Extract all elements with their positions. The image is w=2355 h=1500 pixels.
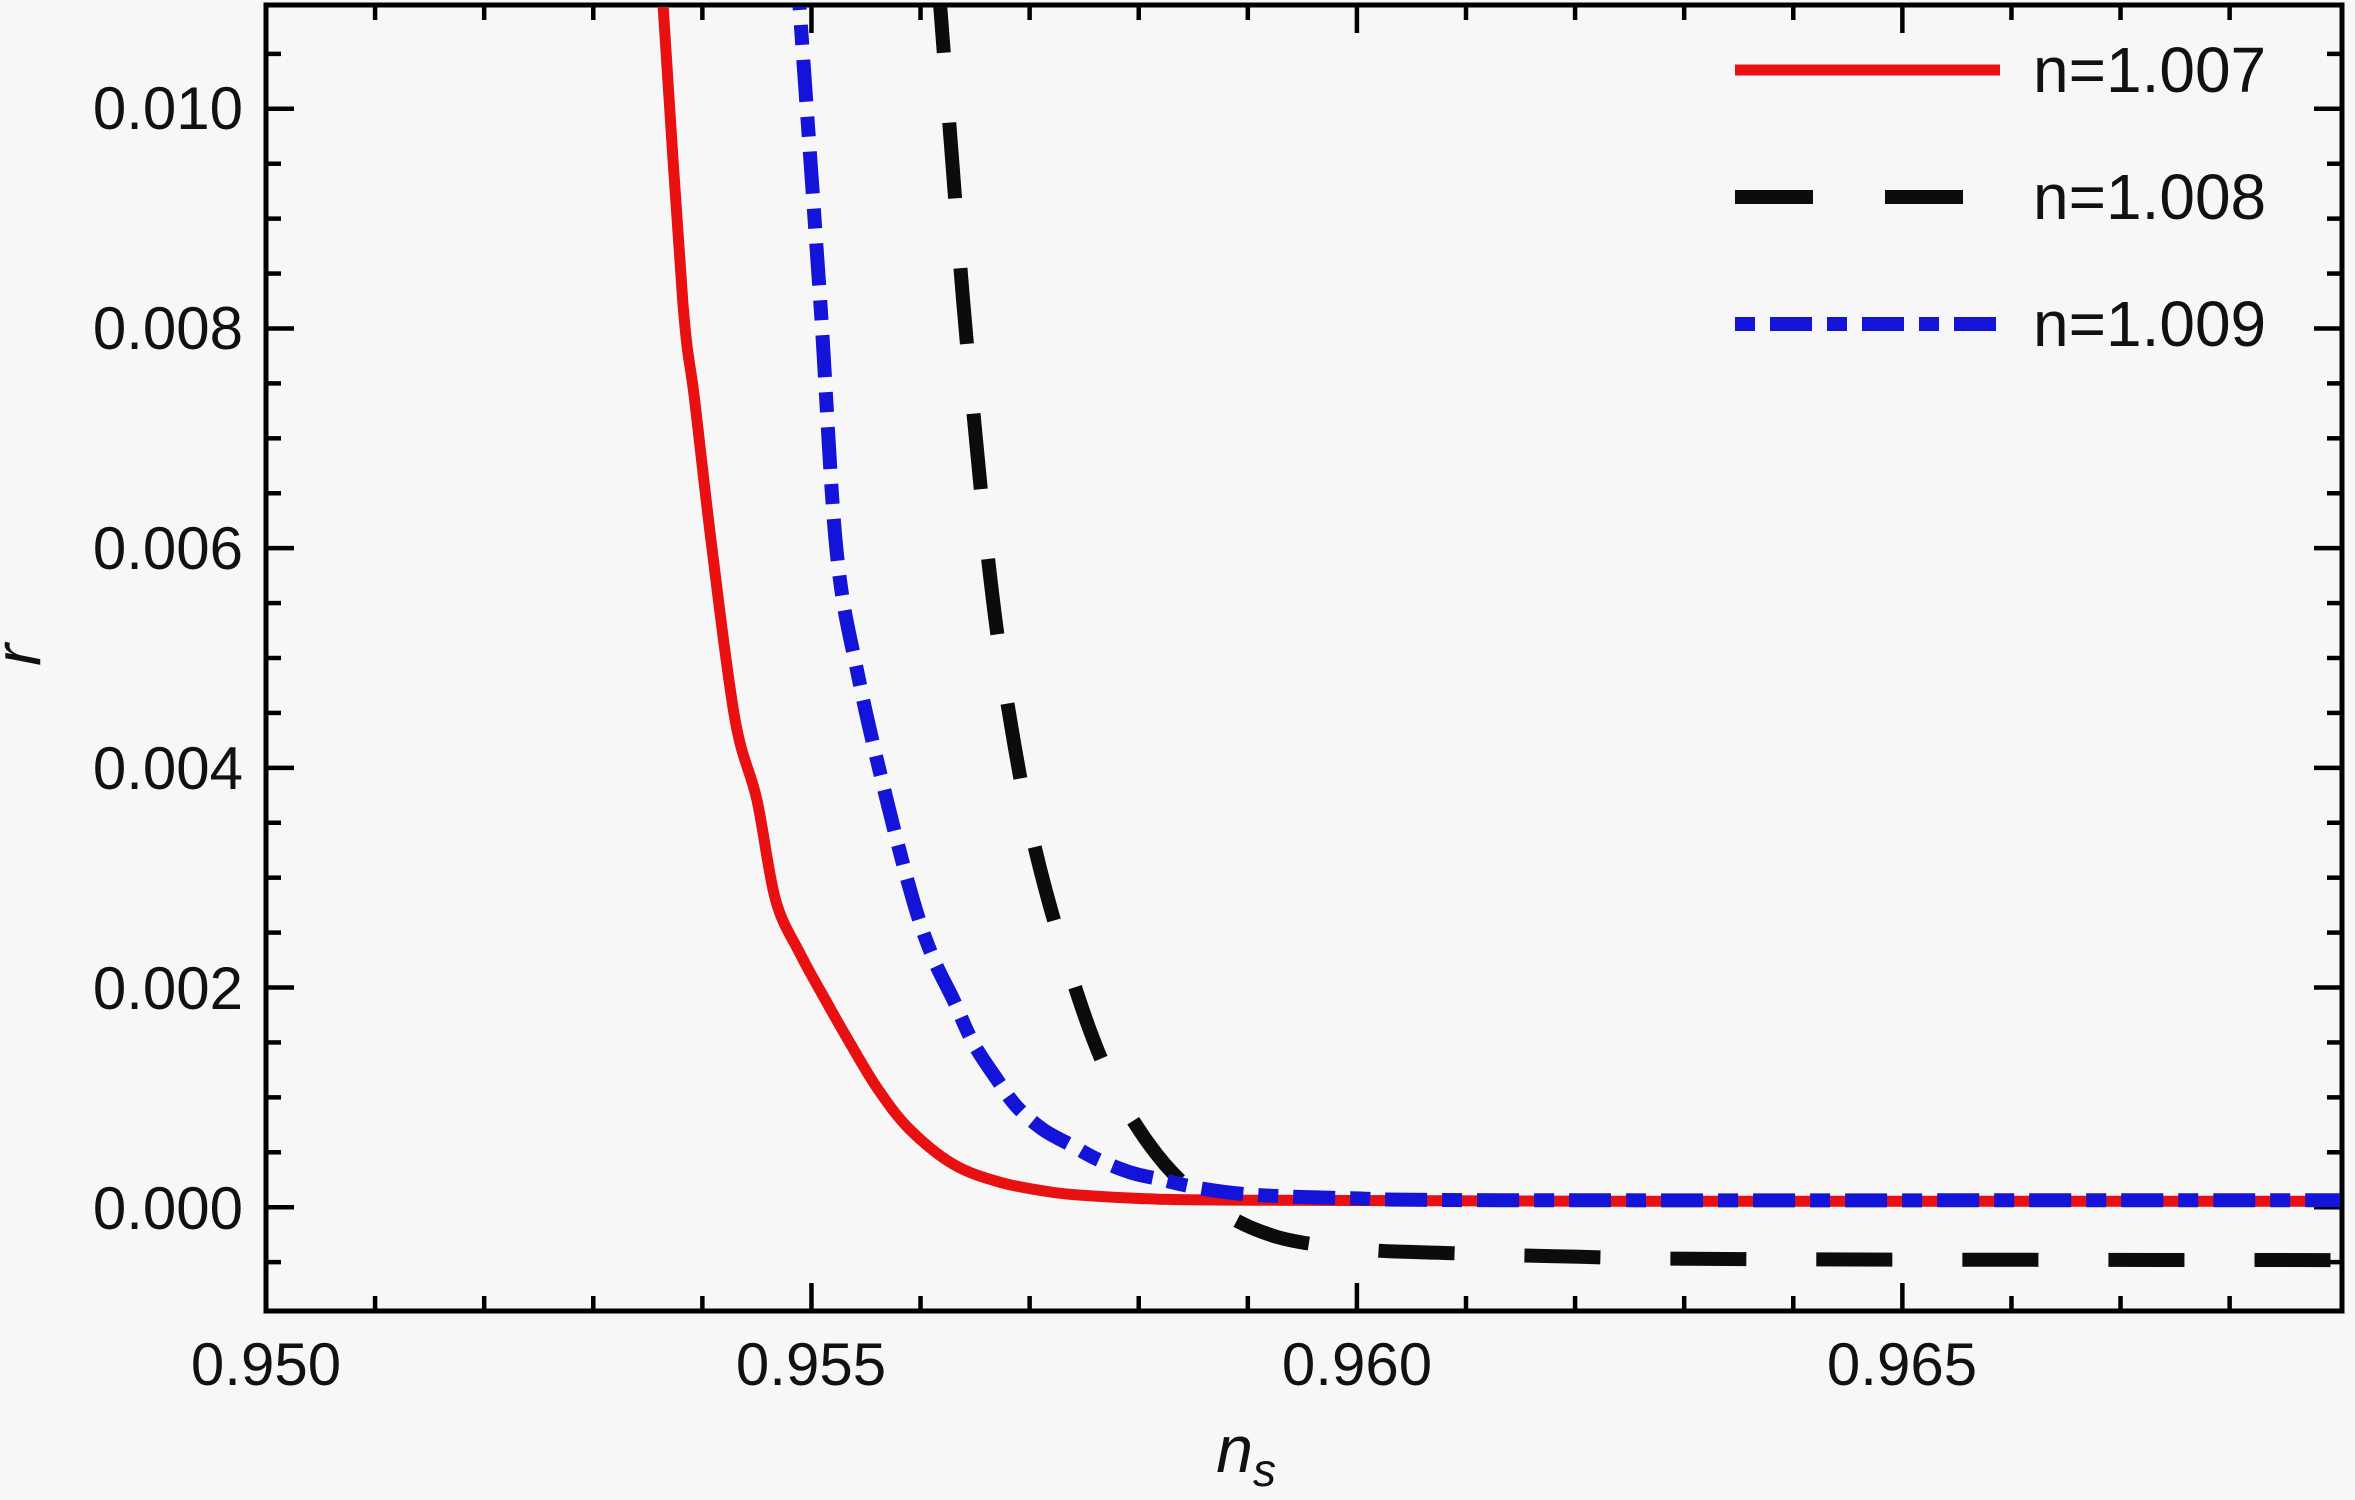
legend-label: n=1.007 [2033, 34, 2266, 106]
x-axis-label: ns [1216, 1412, 1276, 1496]
legend-item-n-1007: n=1.007 [1735, 34, 2266, 106]
y-tick-label: 0.002 [93, 955, 243, 1022]
x-tick-label: 0.950 [191, 1331, 341, 1398]
x-axis-tick-labels: 0.950 0.955 0.960 0.965 [191, 1331, 1977, 1398]
legend-item-n-1009: n=1.009 [1735, 288, 2266, 360]
plot-frame [263, 2, 2345, 1314]
axis-ticks [263, 5, 2342, 1311]
legend-label: n=1.008 [2033, 161, 2266, 233]
y-axis-tick-labels: 0.010 0.008 0.006 0.004 0.002 0.000 [93, 75, 243, 1242]
x-tick-label: 0.955 [736, 1331, 886, 1398]
legend: n=1.007 n=1.008 n=1.009 [1735, 34, 2266, 360]
curves [657, 7, 2340, 1268]
y-tick-label: 0.004 [93, 735, 243, 802]
x-tick-label: 0.965 [1827, 1331, 1977, 1398]
x-tick-label: 0.960 [1282, 1331, 1432, 1398]
legend-item-n-1008: n=1.008 [1735, 161, 2266, 233]
y-tick-label: 0.006 [93, 515, 243, 582]
y-axis-label: r [0, 641, 54, 666]
legend-label: n=1.009 [2033, 288, 2266, 360]
y-tick-label: 0.000 [93, 1175, 243, 1242]
curve-n-1.009 [792, 7, 2340, 1208]
y-tick-label: 0.008 [93, 295, 243, 362]
y-tick-label: 0.010 [93, 75, 243, 142]
